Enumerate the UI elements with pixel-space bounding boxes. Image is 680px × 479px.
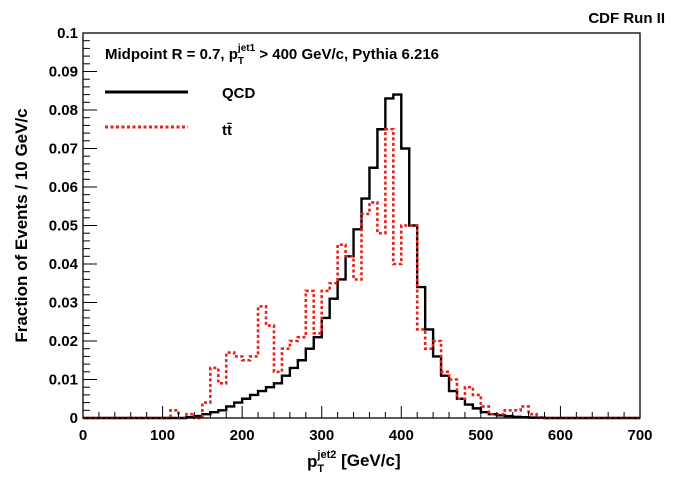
annotation-suffix: > 400 GeV/c, Pythia 6.216: [255, 46, 439, 63]
x-tick-label: 100: [150, 427, 175, 444]
y-tick-label: 0: [70, 410, 78, 427]
y-tick-label: 0.02: [49, 333, 78, 350]
annotation-sup: jet1: [237, 43, 256, 54]
y-tick-label: 0.06: [49, 179, 78, 196]
x-label-main: p: [307, 452, 317, 471]
x-tick-label: 200: [230, 427, 255, 444]
x-label-suffix: [GeV/c]: [336, 451, 400, 470]
y-tick-label: 0.07: [49, 141, 78, 158]
y-tick-label: 0.1: [57, 25, 78, 42]
y-tick-label: 0.05: [49, 218, 78, 235]
selection-annotation: Midpoint R = 0.7, pjet1 T > 400 GeV/c, Py…: [105, 43, 439, 67]
y-tick-label: 0.08: [49, 102, 78, 119]
annotation-prefix: Midpoint R = 0.7, p: [105, 46, 238, 63]
x-label-sup: jet2: [316, 449, 336, 461]
annotation-sub: T: [238, 56, 244, 67]
x-tick-label: 0: [79, 427, 87, 444]
y-axis-label: Fraction of Events / 10 GeV/c: [12, 108, 31, 342]
corner-label: CDF Run II: [588, 10, 665, 27]
x-axis-label: pjet2 T [GeV/c]: [307, 449, 401, 475]
legend-label-ttbar: tt̄: [222, 122, 232, 139]
legend-label-qcd: QCD: [222, 85, 256, 102]
x-tick-label: 700: [627, 427, 652, 444]
x-label-sub: T: [317, 463, 324, 475]
y-tick-label: 0.04: [49, 256, 79, 273]
x-tick-label: 500: [468, 427, 493, 444]
y-tick-label: 0.03: [49, 295, 78, 312]
legend: QCD tt̄: [105, 85, 256, 139]
x-tick-label: 400: [389, 427, 414, 444]
x-tick-label: 600: [548, 427, 573, 444]
y-tick-label: 0.09: [49, 64, 78, 81]
axis-layer: 0 100 200 300 400 500 600 700 0 0.01 0.02 0.03 0.04 0…: [49, 25, 653, 444]
x-tick-label: 300: [309, 427, 334, 444]
y-tick-label: 0.01: [49, 372, 78, 389]
